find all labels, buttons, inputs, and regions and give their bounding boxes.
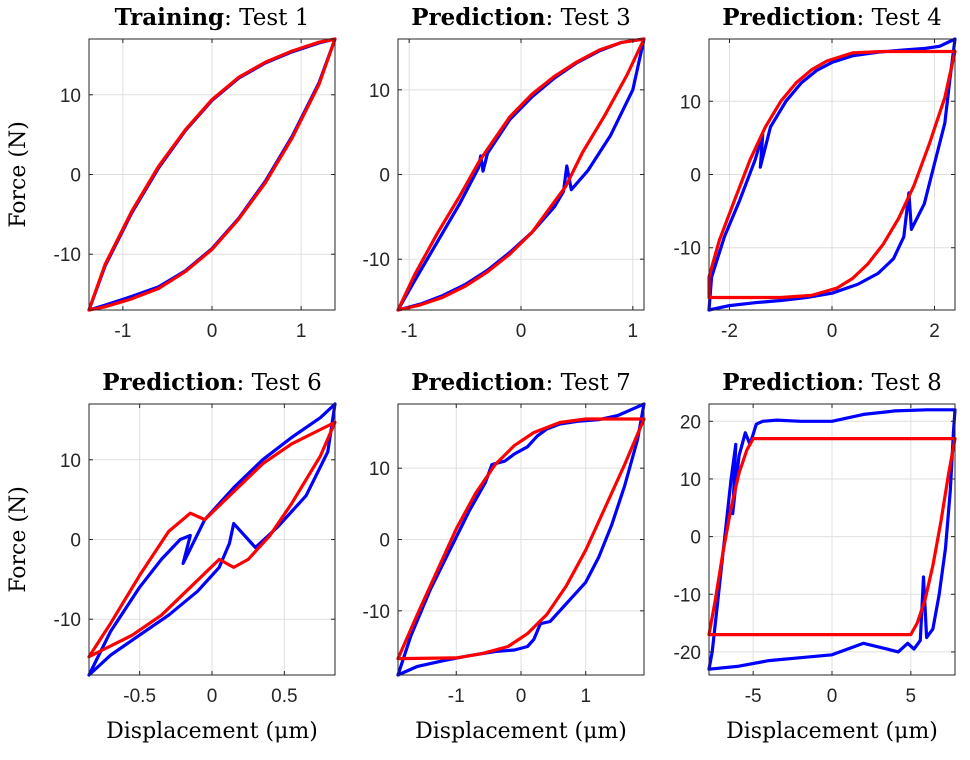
- y-tick-label: -20: [674, 643, 701, 664]
- x-axis-label: Displacement (μm): [415, 719, 627, 744]
- chart-title: Prediction: Test 3: [411, 4, 631, 31]
- y-tick-label: -10: [674, 239, 701, 260]
- y-tick-label: 10: [369, 81, 390, 102]
- x-tick-label: 0: [207, 321, 218, 342]
- measured-curve: [707, 37, 957, 312]
- y-tick-label: -10: [363, 250, 390, 271]
- x-tick-label: -1: [448, 686, 465, 707]
- x-tick-label: 0: [207, 686, 218, 707]
- x-tick-label: -5: [745, 686, 762, 707]
- y-tick-label: 0: [70, 531, 81, 552]
- y-tick-label: 0: [70, 166, 81, 187]
- y-tick-label: 10: [60, 86, 81, 107]
- chart-title: Prediction: Test 7: [411, 369, 631, 396]
- y-tick-label: 0: [379, 531, 390, 552]
- y-tick-label: 0: [690, 528, 701, 549]
- y-tick-label: 0: [690, 166, 701, 187]
- x-tick-label: 1: [580, 686, 591, 707]
- x-tick-label: 0: [827, 686, 838, 707]
- chart-panel-6: -5 0 5 -20 -10 0 10 20 Prediction: Test 8 Displac…: [674, 369, 957, 744]
- chart-panel-4: -0.5 0 0.5 -10 0 10 Prediction: Test 6 Force (N…: [6, 369, 337, 744]
- y-tick-label: 0: [379, 166, 390, 187]
- y-tick-label: 10: [60, 451, 81, 472]
- y-tick-label: -10: [54, 610, 81, 631]
- x-tick-label: -1: [114, 321, 131, 342]
- y-tick-label: -10: [674, 585, 701, 606]
- y-tick-label: 20: [680, 412, 701, 433]
- x-tick-label: -1: [401, 321, 418, 342]
- x-tick-label: 0: [516, 686, 527, 707]
- y-tick-label: 10: [680, 92, 701, 113]
- x-tick-label: -0.5: [123, 686, 156, 707]
- x-tick-label: 0: [516, 321, 527, 342]
- y-tick-label: -10: [54, 245, 81, 266]
- model-curve: [87, 420, 337, 659]
- x-axis-label: Displacement (μm): [106, 719, 318, 744]
- y-axis-label: Force (N): [6, 486, 31, 593]
- chart-title: Prediction: Test 4: [722, 4, 942, 31]
- x-tick-label: 1: [628, 321, 639, 342]
- chart-panel-3: -2 0 2 -10 0 10 Prediction: Test 4: [674, 4, 957, 342]
- chart-title: Prediction: Test 8: [722, 369, 942, 396]
- y-axis-label: Force (N): [6, 121, 31, 228]
- y-tick-label: -10: [363, 602, 390, 623]
- x-tick-label: 0.5: [271, 686, 297, 707]
- x-axis-label: Displacement (μm): [726, 719, 938, 744]
- model-curve: [707, 49, 957, 300]
- chart-title: Training: Test 1: [115, 4, 310, 31]
- x-tick-label: 0: [827, 321, 838, 342]
- y-tick-label: 10: [369, 459, 390, 480]
- x-tick-label: 5: [906, 686, 917, 707]
- chart-title: Prediction: Test 6: [102, 369, 322, 396]
- x-tick-label: 1: [296, 321, 307, 342]
- y-tick-label: 10: [680, 470, 701, 491]
- x-tick-label: 2: [929, 321, 940, 342]
- x-tick-label: -2: [721, 321, 738, 342]
